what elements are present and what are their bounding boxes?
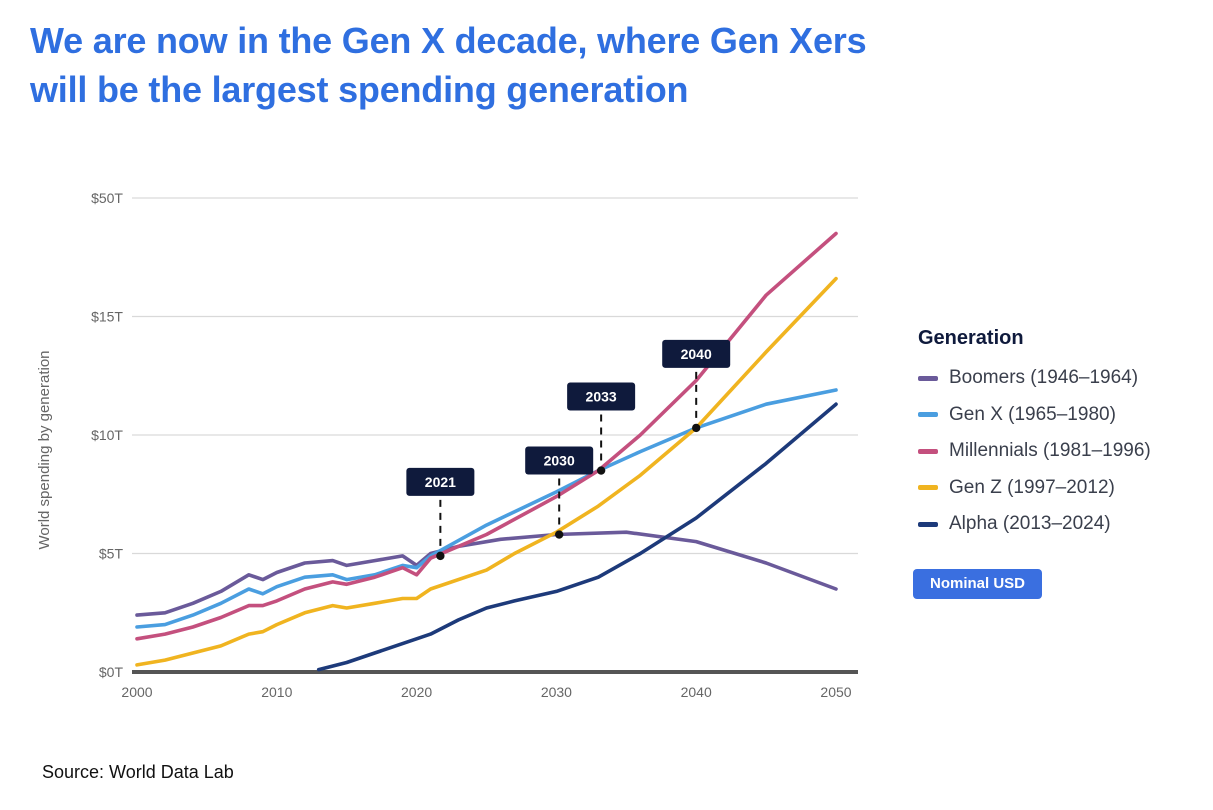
series-line-genz [135,276,838,667]
page-title: We are now in the Gen X decade, where Ge… [30,16,1030,114]
callout-point [554,530,564,539]
callout-box [567,382,636,411]
series-line-genx [135,388,838,629]
headline-line-2: will be the largest spending generation [30,69,689,110]
legend-title: Generation [918,327,1024,349]
callout-box [406,467,475,496]
legend-item-alpha: Alpha (2013–2024) [918,506,1151,543]
legend-label: Alpha (2013–2024) [949,513,1111,535]
callout-2030: 2030 [525,446,594,539]
series-line-millennials [135,231,838,641]
headline-line-1: We are now in the Gen X decade, where Ge… [30,20,867,61]
chart-annotations: 2021 2030 2033 2040 [406,339,731,561]
callout-point [596,466,606,475]
y-tick-label: $50T [91,190,123,206]
x-tick-label: 2040 [681,684,712,700]
legend-items: Boomers (1946–1964) Gen X (1965–1980) Mill… [918,360,1151,543]
callout-label: 2040 [681,346,712,362]
y-tick-label: $10T [91,427,123,443]
y-axis-label: World spending by generation [36,350,53,549]
x-tick-label: 2050 [820,684,851,700]
y-tick-label: $15T [91,309,123,325]
legend-swatch [918,375,938,381]
callout-label: 2021 [425,474,456,490]
series-line-boomers [135,530,838,617]
x-tick-label: 2020 [401,684,432,700]
x-tick-label: 2000 [121,684,152,700]
callout-2040: 2040 [662,339,731,433]
legend-label: Millennials (1981–1996) [949,440,1151,462]
legend-swatch [918,412,938,418]
callout-box [525,446,594,475]
legend-item-boomers: Boomers (1946–1964) [918,360,1151,397]
callout-label: 2030 [544,453,575,469]
legend-label: Gen X (1965–1980) [949,403,1116,425]
legend-item-genx: Gen X (1965–1980) [918,397,1151,434]
legend-item-genz: Gen Z (1997–2012) [918,470,1151,507]
legend-label: Boomers (1946–1964) [949,367,1139,389]
x-tick-label: 2030 [541,684,572,700]
chart-legend: Generation Boomers (1946–1964) Gen X (196… [918,327,1151,543]
callout-2033: 2033 [567,382,636,475]
nominal-usd-badge: Nominal USD [913,569,1042,599]
y-tick-label: $5T [99,546,124,562]
legend-swatch [918,521,938,527]
source-note: Source: World Data Lab [42,762,234,782]
callout-label: 2033 [586,389,617,405]
callout-box [662,339,731,368]
x-tick-label: 2010 [261,684,292,700]
legend-label: Gen Z (1997–2012) [949,476,1115,498]
y-tick-label: $0T [99,664,124,680]
callout-point [436,551,445,561]
series-line-alpha [316,402,838,672]
callout-2021: 2021 [406,467,475,561]
chart-grid [132,197,858,674]
legend-swatch [918,485,938,491]
callout-point [692,423,701,433]
legend-item-millennials: Millennials (1981–1996) [918,433,1151,470]
legend-swatch [918,448,938,454]
chart-series [135,231,838,672]
